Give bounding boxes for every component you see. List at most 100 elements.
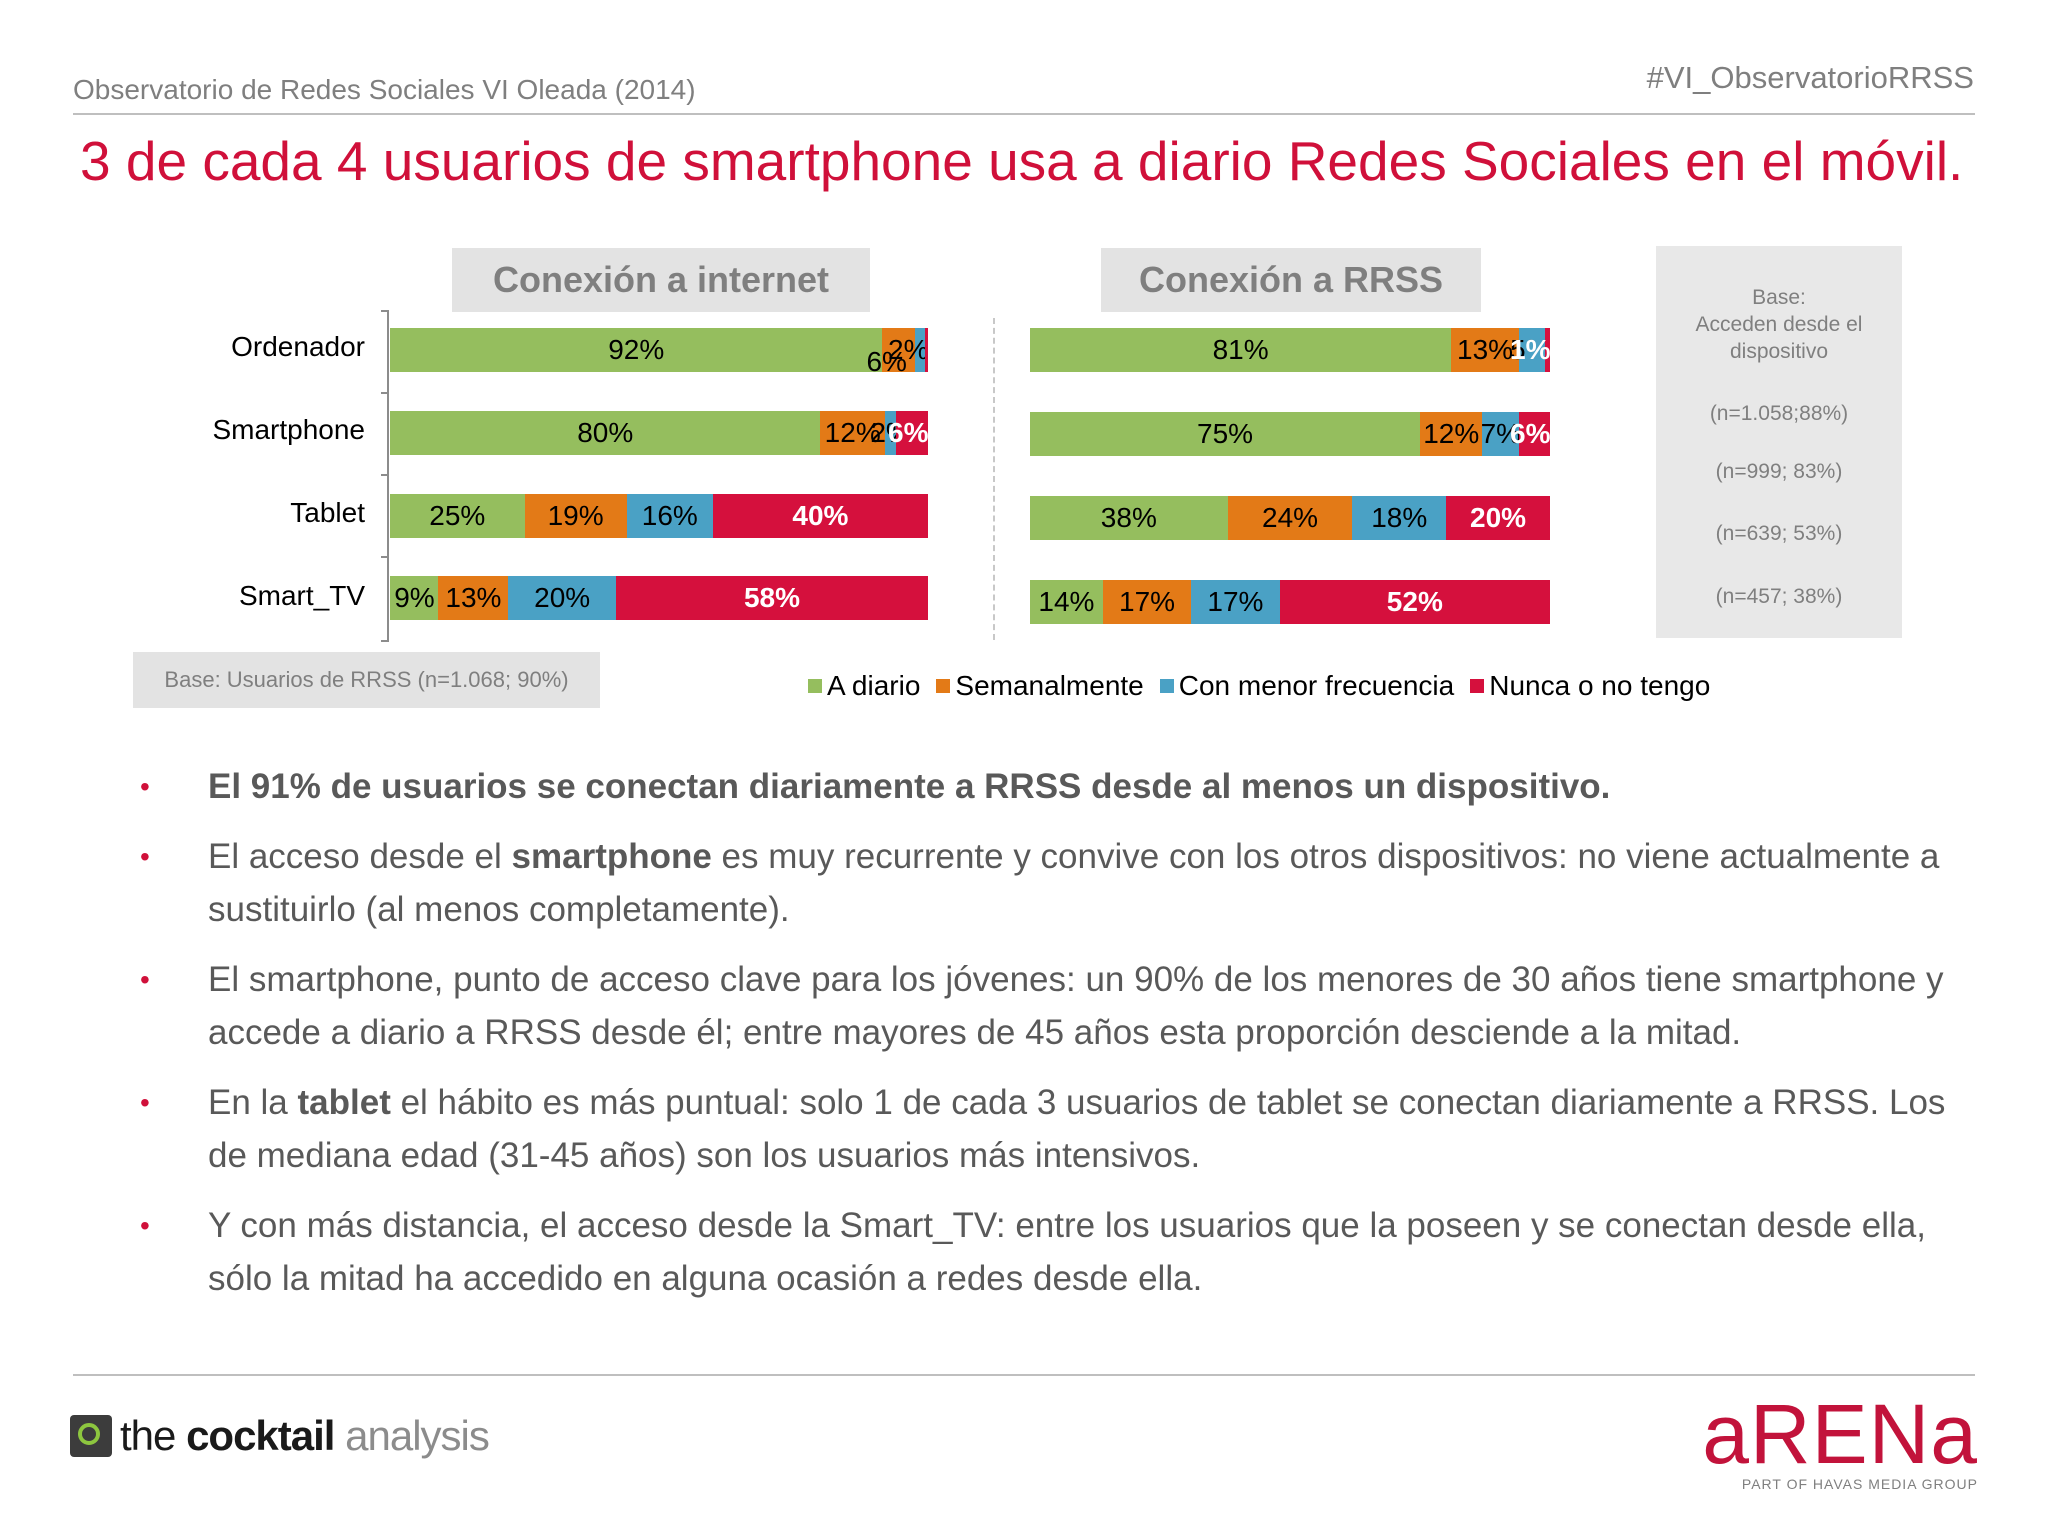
data-label: 20%: [534, 582, 591, 613]
data-label: 13%: [445, 582, 502, 613]
category-label-smartphone: Smartphone: [212, 414, 365, 445]
arena-logo-text: aRENa: [1702, 1387, 1978, 1481]
legend-item-menor-frecuencia: Con menor frecuencia: [1159, 670, 1455, 702]
data-label: 40%: [792, 500, 849, 531]
data-label: 38%: [1100, 502, 1157, 533]
data-label: 17%: [1119, 586, 1176, 617]
data-label: 14%: [1038, 586, 1095, 617]
bar-segment-tablet-menor-frecuencia: [626, 494, 713, 538]
axis-tick: [381, 310, 389, 312]
bullet-text: El smartphone, punto de acceso clave par…: [208, 960, 1944, 1052]
bar-segment-tablet-semanalmente: [524, 494, 627, 538]
sample-base-box: Base: Acceden desde el dispositivo (n=1.…: [1656, 246, 1902, 638]
logo-word: cocktail: [186, 1412, 335, 1459]
bar-segment-tablet-semanalmente: [1227, 496, 1353, 540]
data-label: 81%: [1212, 334, 1269, 365]
logo-word: the: [120, 1412, 187, 1459]
bar-segment-smartphone-semanalmente: [820, 411, 885, 455]
bar-segment-tablet-nunca: [712, 494, 928, 538]
legend-swatch: [808, 679, 822, 693]
bar-segment-smart-tv-menor-frecuencia: [1191, 580, 1280, 624]
header-left-text: Observatorio de Redes Sociales VI Oleada…: [73, 74, 696, 105]
data-label: 92%: [608, 334, 665, 365]
bullet-text: smartphone: [511, 837, 712, 876]
bar-segment-tablet-nunca: [1446, 496, 1550, 540]
data-label: 75%: [1197, 418, 1254, 449]
base-note: Base: Usuarios de RRSS (n=1.068; 90%): [133, 652, 600, 708]
bar-segment-tablet-menor-frecuencia: [1352, 496, 1446, 540]
bullet-item: • En la tablet el hábito es más puntual: …: [140, 1076, 1980, 1182]
bullet-item: • Y con más distancia, el acceso desde la…: [140, 1199, 1980, 1305]
logo-word: analysis: [334, 1412, 490, 1459]
bar-segment-smartphone-menor-frecuencia: [1482, 412, 1519, 456]
cocktail-analysis-logo: the cocktail analysis: [70, 1412, 490, 1460]
chart-title-internet: Conexión a internet: [452, 248, 870, 312]
bullet-text: En la: [208, 1083, 298, 1122]
chart-title-rrss: Conexión a RRSS: [1101, 248, 1481, 312]
sample-base-heading: Base: Acceden desde el dispositivo: [1695, 286, 1863, 363]
legend-label: A diario: [827, 670, 921, 701]
bar-segment-smartphone-a-diario: [390, 411, 821, 455]
legend-item-nunca: Nunca o no tengo: [1470, 670, 1710, 702]
data-label: 12%: [824, 417, 881, 448]
bullet-item: • El smartphone, punto de acceso clave pa…: [140, 953, 1980, 1059]
legend-label: Nunca o no tengo: [1489, 670, 1711, 701]
bar-segment-tablet-a-diario: [390, 494, 525, 538]
bar-segment-ordenador-menor-frecuencia: [914, 328, 926, 372]
bullet-marker: •: [140, 771, 150, 802]
axis-tick: [381, 474, 389, 476]
bullet-text: el hábito es más puntual: solo 1 de cada…: [208, 1083, 1946, 1175]
arena-logo: aRENa PART OF HAVAS MEDIA GROUP: [1702, 1392, 1978, 1492]
legend-label: Con menor frecuencia: [1178, 670, 1455, 701]
category-label-ordenador: Ordenador: [231, 331, 365, 362]
bar-segment-smartphone-semanalmente: [1420, 412, 1483, 456]
bullet-marker: •: [140, 964, 150, 995]
data-label: 20%: [1470, 502, 1527, 533]
footer-divider: [73, 1374, 1975, 1376]
data-label: 25%: [429, 500, 486, 531]
data-label: 19%: [547, 500, 604, 531]
data-label: 52%: [1386, 586, 1443, 617]
legend-item-semanalmente: Semanalmente: [936, 670, 1144, 702]
data-label: 13%: [1457, 334, 1514, 365]
bullet-text: El 91% de usuarios se conectan diariamen…: [208, 767, 1611, 806]
legend-label: Semanalmente: [955, 670, 1144, 701]
sample-base-smartphone: (n=999; 83%): [1715, 460, 1843, 483]
bar-segment-smart-tv-nunca: [615, 576, 928, 620]
sample-base-smart-tv: (n=457; 38%): [1715, 585, 1843, 608]
bullet-item: • El 91% de usuarios se conectan diariame…: [140, 760, 1980, 813]
sample-base-ordenador: (n=1.058;88%): [1709, 402, 1849, 425]
bullet-text: El acceso desde el: [208, 837, 512, 876]
bar-segment-smartphone-a-diario: [1030, 412, 1420, 456]
bullet-list: • El 91% de usuarios se conectan diariame…: [140, 760, 1980, 1322]
data-label: 24%: [1262, 502, 1319, 533]
data-label: 9%: [394, 582, 435, 613]
arena-logo-subtitle: PART OF HAVAS MEDIA GROUP: [1741, 1476, 1978, 1492]
bar-segment-smart-tv-semanalmente: [1102, 580, 1192, 624]
chart-separator: [993, 318, 995, 640]
bar-segment-ordenador-semanalmente: [882, 328, 915, 372]
data-label: 58%: [743, 582, 801, 613]
bar-segment-smart-tv-a-diario: [1030, 580, 1103, 624]
bullet-marker: •: [140, 1210, 150, 1241]
bar-segment-smartphone-nunca: [1518, 412, 1550, 456]
bar-segment-ordenador-a-diario: [390, 328, 883, 372]
header-divider: [73, 113, 1975, 115]
bar-segment-smartphone-nunca: [895, 411, 928, 455]
bullet-text: es muy recurrente y convive con los otro…: [208, 837, 1940, 929]
axis-tick: [381, 392, 389, 394]
axis-tick: [381, 640, 389, 642]
bullet-text: Y con más distancia, el acceso desde la …: [208, 1206, 1926, 1298]
bar-segment-smart-tv-menor-frecuencia: [508, 576, 616, 620]
bar-segment-tablet-a-diario: [1030, 496, 1228, 540]
data-label: 6%: [888, 417, 929, 448]
data-label: 7%: [1480, 418, 1522, 449]
data-label: 16%: [641, 500, 698, 531]
bar-segment-ordenador-menor-frecuencia: [1518, 328, 1545, 372]
category-label-tablet: Tablet: [290, 497, 365, 528]
data-label: 5%: [1510, 334, 1551, 365]
slide-title: 3 de cada 4 usuarios de smartphone usa a…: [80, 130, 1964, 192]
bullet-marker: •: [140, 841, 150, 872]
bullet-item: • El acceso desde el smartphone es muy re…: [140, 830, 1980, 936]
legend-swatch: [936, 679, 951, 693]
